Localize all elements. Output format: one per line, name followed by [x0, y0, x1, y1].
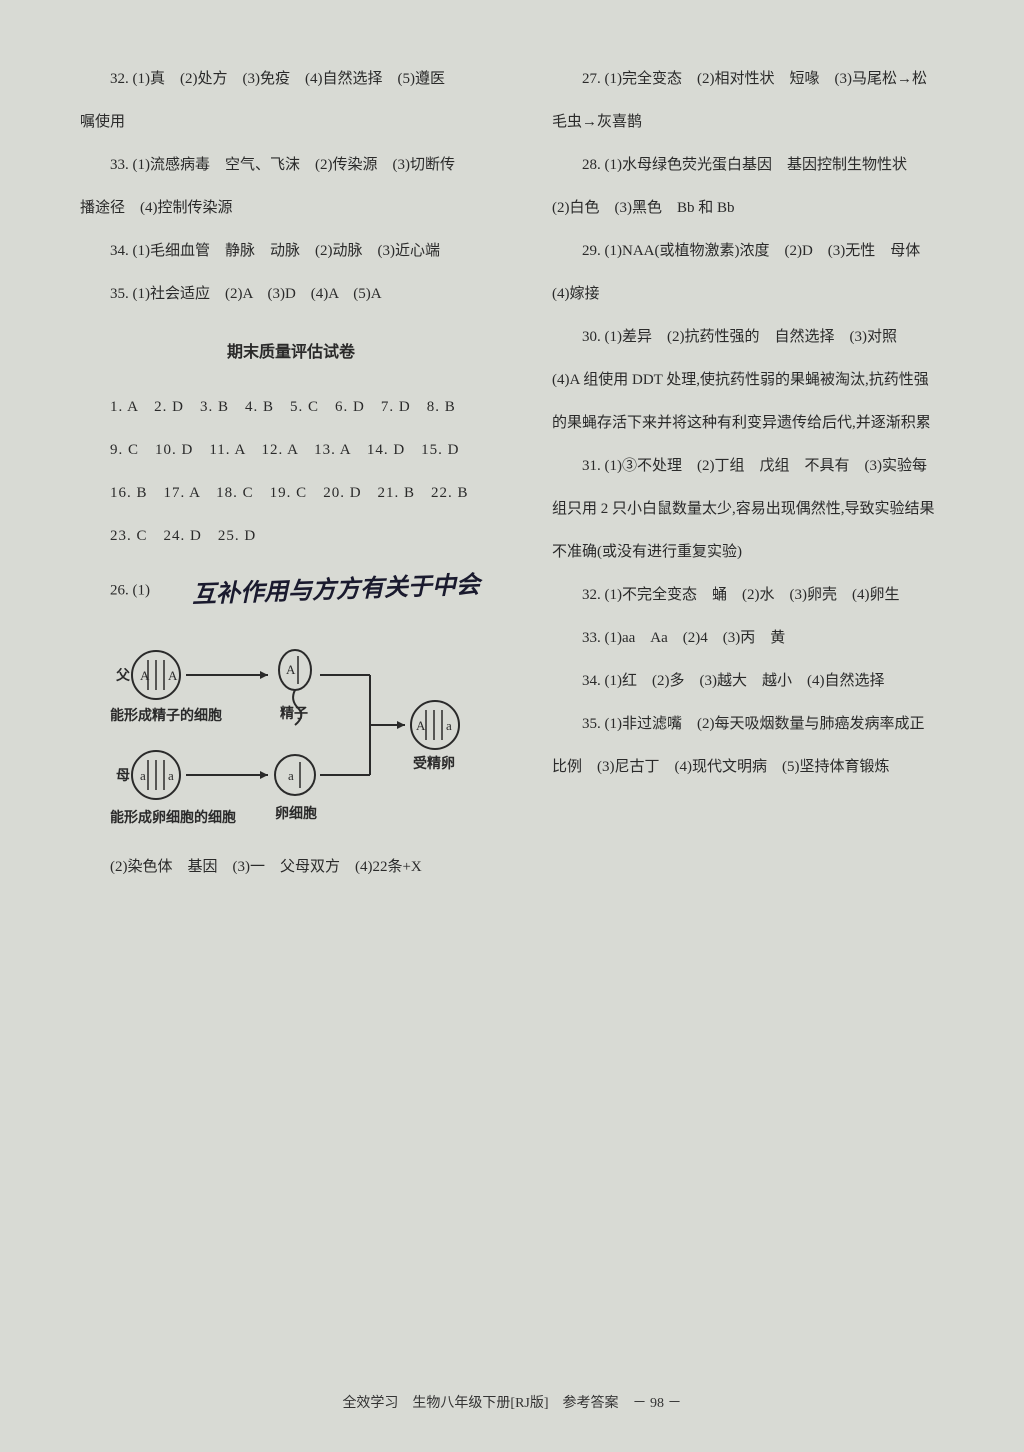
r-q34: 34. (1)红 (2)多 (3)越大 越小 (4)自然选择: [552, 662, 974, 701]
mother-allele-a1: a: [140, 768, 146, 783]
father-allele-a2: A: [168, 668, 178, 683]
page-content: 32. (1)真 (2)处方 (3)免疫 (4)自然选择 (5)遵医 嘱使用 3…: [80, 60, 974, 891]
fert-allele-b: a: [446, 718, 452, 733]
arrow-head-3: [397, 721, 405, 729]
fert-allele-a: A: [416, 718, 426, 733]
mother-label: 母: [116, 768, 130, 784]
r-q35-2: 比例 (3)尼古丁 (4)现代文明病 (5)坚持体育锻炼: [552, 748, 974, 787]
r-q30-1: 30. (1)差异 (2)抗药性强的 自然选择 (3)对照: [552, 318, 974, 357]
r-q28-2: (2)白色 (3)黑色 Bb 和 Bb: [552, 189, 974, 228]
section-title: 期末质量评估试卷: [80, 332, 502, 374]
q26-prefix: 26. (1): [110, 582, 150, 598]
answers-row-3: 16. B 17. A 18. C 19. C 20. D 21. B 22. …: [80, 474, 502, 513]
egg-circle: [275, 755, 315, 795]
father-cell-label: 能形成精子的细胞: [110, 707, 222, 724]
sperm-allele: A: [286, 662, 296, 677]
sperm-label: 精子: [280, 705, 308, 722]
page-footer: 全效学习 生物八年级下册[RJ版] 参考答案 － 98 －: [0, 1392, 1024, 1412]
r-q27-1: 27. (1)完全变态 (2)相对性状 短喙 (3)马尾松→松: [552, 60, 974, 99]
fertilized-label: 受精卵: [413, 755, 455, 772]
r-q32: 32. (1)不完全变态 蛹 (2)水 (3)卵壳 (4)卵生: [552, 576, 974, 615]
diagram-svg: 父 A A 能形成精子的细胞 A 精子 母 a: [110, 640, 490, 830]
left-column: 32. (1)真 (2)处方 (3)免疫 (4)自然选择 (5)遵医 嘱使用 3…: [80, 60, 512, 891]
arrow-head-1: [260, 671, 268, 679]
r-q30-2: (4)A 组使用 DDT 处理,使抗药性弱的果蝇被淘汰,抗药性强: [552, 361, 974, 400]
q33-line2: 播途径 (4)控制传染源: [80, 189, 502, 228]
r-q35-1: 35. (1)非过滤嘴 (2)每天吸烟数量与肺癌发病率成正: [552, 705, 974, 744]
r-q33: 33. (1)aa Aa (2)4 (3)丙 黄: [552, 619, 974, 658]
right-column: 27. (1)完全变态 (2)相对性状 短喙 (3)马尾松→松 毛虫→灰喜鹊 2…: [542, 60, 974, 891]
r-q31-3: 不准确(或没有进行重复实验): [552, 533, 974, 572]
r-q30-3: 的果蝇存活下来并将这种有利变异遗传给后代,并逐渐积累: [552, 404, 974, 443]
q32-line2: 嘱使用: [80, 103, 502, 142]
r-q29-2: (4)嫁接: [552, 275, 974, 314]
arrow-head-2: [260, 771, 268, 779]
r-q31-2: 组只用 2 只小白鼠数量太少,容易出现偶然性,导致实验结果: [552, 490, 974, 529]
egg-label: 卵细胞: [275, 805, 317, 822]
mother-cell-label: 能形成卵细胞的细胞: [110, 809, 236, 826]
q34-line: 34. (1)毛细血管 静脉 动脉 (2)动脉 (3)近心端: [80, 232, 502, 271]
q26-line: 26. (1) 互补作用与方方有关于中会: [80, 560, 502, 622]
mother-allele-a2: a: [168, 768, 174, 783]
answers-row-4: 23. C 24. D 25. D: [80, 517, 502, 556]
cell-diagram: 父 A A 能形成精子的细胞 A 精子 母 a: [110, 640, 490, 830]
r-q27-2: 毛虫→灰喜鹊: [552, 103, 974, 142]
r-q31-1: 31. (1)③不处理 (2)丁组 戊组 不具有 (3)实验每: [552, 447, 974, 486]
egg-allele: a: [288, 768, 294, 783]
father-label: 父: [115, 668, 131, 684]
q33-line1: 33. (1)流感病毒 空气、飞沫 (2)传染源 (3)切断传: [80, 146, 502, 185]
r-q28-1: 28. (1)水母绿色荧光蛋白基因 基因控制生物性状: [552, 146, 974, 185]
q32-line1: 32. (1)真 (2)处方 (3)免疫 (4)自然选择 (5)遵医: [80, 60, 502, 99]
r-q29-1: 29. (1)NAA(或植物激素)浓度 (2)D (3)无性 母体: [552, 232, 974, 271]
answers-row-2: 9. C 10. D 11. A 12. A 13. A 14. D 15. D: [80, 431, 502, 470]
q26-2-line: (2)染色体 基因 (3)一 父母双方 (4)22条+X: [80, 848, 502, 887]
q35-line: 35. (1)社会适应 (2)A (3)D (4)A (5)A: [80, 275, 502, 314]
answers-row-1: 1. A 2. D 3. B 4. B 5. C 6. D 7. D 8. B: [80, 388, 502, 427]
handwriting-annotation: 互补作用与方方有关于中会: [161, 554, 481, 627]
